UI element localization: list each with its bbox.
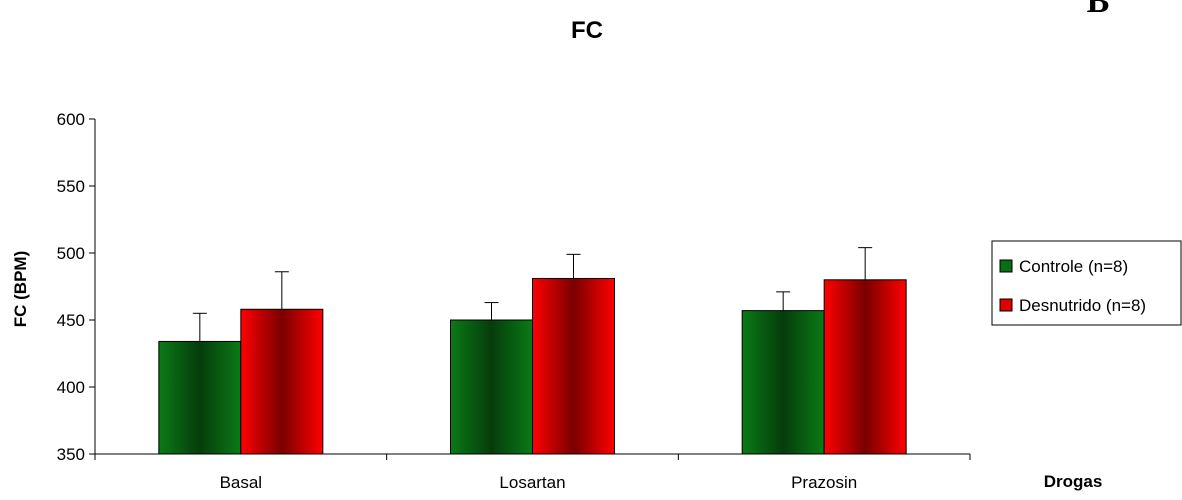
y-tick-label: 450: [57, 311, 85, 330]
x-axis-label: Drogas: [1044, 472, 1103, 491]
bar-controle-losartan: [450, 319, 533, 455]
bar-controle-prazosin: [741, 310, 825, 455]
x-tick-label: Basal: [220, 473, 263, 492]
bar-desnutrido-losartan: [532, 277, 615, 455]
legend-swatch-controle: [999, 259, 1013, 273]
y-tick-label: 400: [57, 378, 85, 397]
legend-label-controle: Controle (n=8): [1019, 257, 1128, 276]
y-tick-label: 500: [57, 244, 85, 263]
corner-label: B: [1087, 0, 1110, 20]
plot-area: 350 400 450 500 550 600 Basal Losartan Prazosin: [57, 110, 971, 492]
legend-box: [991, 240, 1182, 326]
bar-controle-basal: [158, 340, 242, 455]
bar-desnutrido-basal: [240, 308, 324, 455]
x-tick-label: Prazosin: [791, 473, 857, 492]
legend: Controle (n=8) Desnutrido (n=8): [991, 240, 1182, 326]
y-tick-label: 350: [57, 445, 85, 464]
bar-desnutrido-prazosin: [823, 279, 907, 455]
legend-swatch-desnutrido: [999, 298, 1013, 312]
y-tick-label: 600: [57, 110, 85, 129]
chart-title: FC: [571, 17, 603, 44]
x-tick-label: Losartan: [499, 473, 565, 492]
y-axis-label: FC (BPM): [11, 251, 30, 327]
legend-label-desnutrido: Desnutrido (n=8): [1019, 296, 1146, 315]
y-tick-label: 550: [57, 177, 85, 196]
